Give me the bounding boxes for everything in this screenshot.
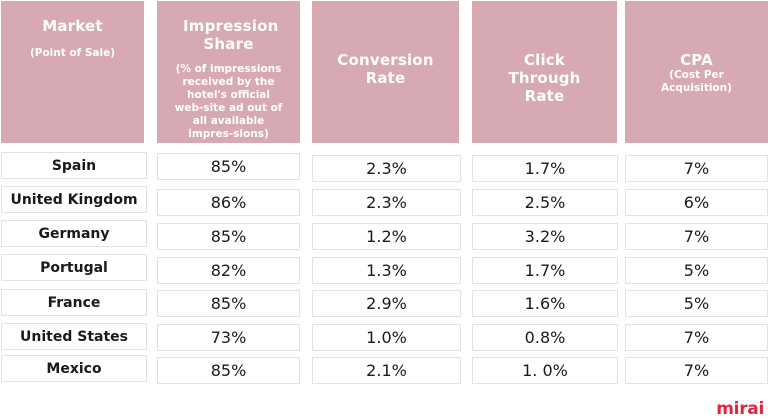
cell-impression-share: 73%	[157, 324, 300, 351]
header-click-through-rate: Click Through Rate	[472, 1, 617, 143]
cell-conversion-rate: 1.0%	[312, 324, 461, 351]
cell-conversion-rate: 1.3%	[312, 257, 461, 284]
cell-impression-share: 82%	[157, 257, 300, 284]
cell-ctr: 1.7%	[472, 155, 618, 182]
header-market: Market (Point of Sale)	[1, 1, 144, 143]
cell-impression-share: 85%	[157, 153, 300, 180]
cell-ctr: 1. 0%	[472, 357, 618, 384]
cell-market: France	[1, 289, 147, 316]
cell-ctr: 1.7%	[472, 257, 618, 284]
cell-conversion-rate: 2.3%	[312, 189, 461, 216]
cell-cpa: 7%	[625, 357, 768, 384]
cell-ctr: 3.2%	[472, 223, 618, 250]
cell-market: United Kingdom	[1, 186, 147, 213]
header-subtitle: (Cost Per Acquisition)	[661, 69, 732, 94]
cell-cpa: 7%	[625, 223, 768, 250]
cell-market: Germany	[1, 220, 147, 247]
cell-impression-share: 85%	[157, 357, 300, 384]
header-title: Impression Share	[183, 17, 279, 53]
cell-ctr: 2.5%	[472, 189, 618, 216]
cell-cpa: 6%	[625, 189, 768, 216]
cell-cpa: 5%	[625, 290, 768, 317]
cell-conversion-rate: 2.9%	[312, 290, 461, 317]
header-impression-share: Impression Share (% of impressions recei…	[157, 1, 300, 143]
cell-cpa: 7%	[625, 155, 768, 182]
cell-market: Portugal	[1, 254, 147, 281]
cell-impression-share: 86%	[157, 189, 300, 216]
header-title: CPA	[680, 51, 713, 69]
header-title: Market	[42, 17, 103, 35]
cell-ctr: 0.8%	[472, 324, 618, 351]
cell-impression-share: 85%	[157, 290, 300, 317]
mirai-logo: mirai	[716, 399, 764, 419]
header-conversion-rate: Conversion Rate	[312, 1, 459, 143]
cell-cpa: 5%	[625, 257, 768, 284]
header-cpa: CPA (Cost Per Acquisition)	[625, 1, 768, 143]
cell-market: Spain	[1, 152, 147, 179]
cell-market: United States	[1, 323, 147, 350]
header-subtitle: (Point of Sale)	[29, 47, 116, 59]
cell-market: Mexico	[1, 355, 147, 382]
header-subtitle: (% of impressions received by the hotel'…	[174, 63, 283, 140]
cell-impression-share: 85%	[157, 223, 300, 250]
cell-cpa: 7%	[625, 324, 768, 351]
header-title: Click Through Rate	[508, 51, 581, 105]
header-title: Conversion Rate	[337, 51, 434, 87]
cell-conversion-rate: 1.2%	[312, 223, 461, 250]
cell-conversion-rate: 2.3%	[312, 155, 461, 182]
cell-ctr: 1.6%	[472, 290, 618, 317]
cell-conversion-rate: 2.1%	[312, 357, 461, 384]
